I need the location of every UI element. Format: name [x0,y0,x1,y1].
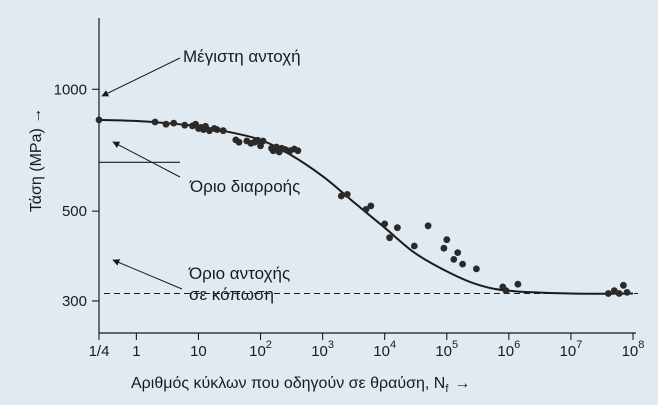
data-point [273,143,280,151]
data-point [454,249,462,256]
ticks: 1/4 1 10 102 103 104 105 106 107 108 300 500 1000 [54,81,645,360]
y-tick-label: 500 [62,203,87,220]
data-point [394,224,401,232]
annotation-ultimate-strength: Μέγιστη αντοχή [183,47,301,66]
y-tick-label: 1000 [54,81,87,98]
annotation-arrow-fatigue [112,259,183,290]
y-tick-label: 300 [62,293,87,310]
data-point [381,220,389,228]
data-point [151,118,159,126]
data-point [95,116,103,124]
data-point [502,287,510,295]
data-point [450,256,458,263]
x-tick-label: 102 [249,339,272,360]
x-tick-label: 106 [497,339,520,360]
data-point [337,192,345,200]
data-point [235,138,243,146]
data-point [623,289,631,296]
data-point [615,290,623,297]
x-tick-label: 103 [311,339,334,360]
data-point [514,280,522,288]
x-tick-label: 105 [435,339,458,360]
annotation-fatigue-limit-line2: σε κόπωση [189,285,274,304]
data-point [162,120,170,128]
data-point [219,127,227,135]
data-point [473,265,480,273]
data-point [620,281,627,289]
axes [98,18,636,334]
data-point [181,121,189,129]
x-tick-label: 108 [622,339,645,360]
x-tick-label: 104 [373,339,396,360]
data-point [440,244,448,252]
x-axis-label-arrow: → [454,375,470,392]
data-point [259,137,267,145]
data-point [424,222,432,230]
x-tick-label: 107 [560,339,583,360]
x-tick-label: 1/4 [89,343,110,360]
data-point [459,260,466,268]
data-point [443,236,451,244]
data-points [95,116,631,297]
data-point [213,126,221,133]
data-point [386,234,393,242]
data-point [254,136,262,144]
data-point [362,206,370,213]
annotation-arrow-ultimate [101,57,181,97]
x-axis-label: Αριθμός κύκλων που οδηγούν σε θραύση, Nf… [131,375,470,395]
x-tick-label: 10 [190,343,207,360]
data-point [170,119,178,127]
data-point [202,122,209,130]
y-axis-label: Τάση (MPa) → [28,108,45,212]
data-point [343,191,351,198]
annotation-fatigue-limit: Όριο αντοχής [188,264,290,283]
annotation-yield-strength: Όριο διαρροής [189,177,300,196]
data-point [294,147,302,155]
x-tick-label: 1 [132,343,140,360]
data-point [604,290,612,297]
x-axis-label-subscript: f [445,383,449,395]
data-point [410,242,418,250]
data-point [367,202,375,210]
annotation-arrow-yield [112,141,181,178]
reference-lines [99,161,638,295]
x-axis-label-text: Αριθμός κύκλων που οδηγούν σε θραύση, N [131,375,445,392]
